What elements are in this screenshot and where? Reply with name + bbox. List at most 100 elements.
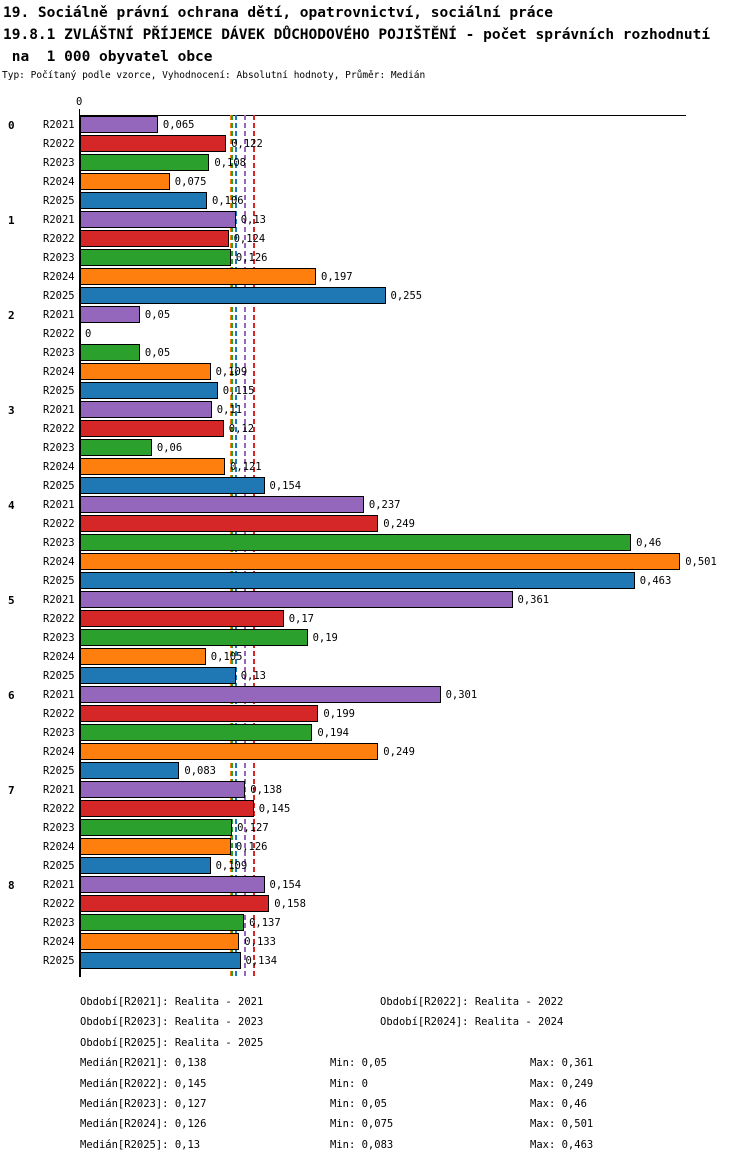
stat-min: Min: 0 [330, 1077, 368, 1090]
legend-item: Období[R2023]: Realita - 2023 [80, 1016, 264, 1029]
bar-value-label: 0,13 [240, 214, 266, 226]
bar [80, 667, 236, 684]
series-row-label: R2022 [43, 328, 75, 340]
bar-value-label: 0,501 [685, 556, 717, 568]
series-row-label: R2025 [43, 860, 75, 872]
report-title-line3: na 1 000 obyvatel obce [3, 49, 213, 65]
series-row-label: R2021 [43, 309, 75, 321]
stat-median: Medián[R2022]: 0,145 [80, 1077, 207, 1090]
bar [80, 572, 635, 589]
bar-value-label: 0,249 [383, 746, 415, 758]
bar-value-label: 0,122 [231, 138, 263, 150]
bar [80, 591, 513, 608]
bar [80, 420, 224, 437]
bar-value-label: 0,06 [156, 442, 183, 454]
series-row-label: R2022 [43, 233, 75, 245]
bar-value-label: 0,154 [269, 480, 302, 492]
bar-value-label: 0,127 [237, 822, 269, 834]
category-label: 4 [8, 499, 15, 512]
series-row-label: R2021 [43, 499, 75, 511]
legend-item: Období[R2025]: Realita - 2025 [80, 1036, 264, 1049]
report-title-line2: 19.8.1 ZVLÁŠTNÍ PŘÍJEMCE DÁVEK DŮCHODOVÉ… [3, 27, 711, 43]
bar-value-label: 0,126 [235, 841, 268, 853]
bar-value-label: 0,108 [214, 157, 246, 169]
report-title-line1: 19. Sociálně právní ochrana dětí, opatro… [3, 5, 553, 21]
bar-value-label: 0,463 [639, 575, 672, 587]
bar [80, 553, 681, 570]
bar [80, 439, 152, 456]
plot-top-axis-line [80, 115, 686, 116]
series-row-label: R2023 [43, 252, 75, 264]
stat-min: Min: 0,075 [330, 1118, 394, 1131]
bar-value-label: 0,05 [144, 347, 171, 359]
bar-value-label: 0,065 [162, 119, 195, 131]
series-row-label: R2023 [43, 157, 75, 169]
bar [80, 781, 246, 798]
series-row-label: R2021 [43, 404, 75, 416]
series-row-label: R2022 [43, 518, 75, 530]
bar [80, 648, 206, 665]
bar-value-label: 0,106 [212, 195, 244, 207]
bar-value-label: 0,361 [517, 594, 550, 606]
series-row-label: R2021 [43, 594, 75, 606]
bar [80, 762, 180, 779]
series-row-label: R2025 [43, 290, 75, 302]
bar [80, 211, 236, 228]
stat-min: Min: 0,05 [330, 1057, 387, 1070]
stat-max: Max: 0,249 [530, 1077, 594, 1090]
bar [80, 914, 245, 931]
bar-value-label: 0,075 [174, 176, 207, 188]
bar-value-label: 0,124 [233, 233, 266, 245]
bar-value-label: 0,154 [269, 879, 302, 891]
stat-max: Max: 0,46 [530, 1098, 587, 1110]
series-row-label: R2024 [43, 176, 75, 188]
series-row-label: R2022 [43, 898, 75, 910]
series-row-label: R2025 [43, 480, 75, 492]
series-row-label: R2025 [43, 765, 75, 777]
bar [80, 306, 140, 323]
bar [80, 287, 386, 304]
series-row-label: R2022 [43, 423, 75, 435]
series-row-label: R2024 [43, 556, 75, 568]
stat-median: Medián[R2024]: 0,126 [80, 1118, 207, 1131]
series-row-label: R2022 [43, 708, 75, 720]
bar [80, 477, 265, 494]
category-label: 8 [8, 879, 15, 892]
bar [80, 629, 308, 646]
bar [80, 800, 254, 817]
bar-value-label: 0,17 [288, 613, 314, 625]
bar [80, 135, 227, 152]
bar [80, 192, 207, 209]
bar-value-label: 0,121 [230, 461, 262, 473]
bar [80, 515, 379, 532]
series-row-label: R2021 [43, 214, 75, 226]
x-axis-zero-tick [79, 109, 80, 115]
bar-value-label: 0,19 [312, 632, 338, 644]
bar-value-label: 0,109 [215, 366, 248, 378]
bar-value-label: 0,13 [240, 670, 266, 682]
bar [80, 496, 364, 513]
bar-value-label: 0,46 [636, 537, 662, 549]
legend-item: Období[R2021]: Realita - 2021 [80, 996, 264, 1008]
series-row-label: R2021 [43, 879, 75, 891]
series-row-label: R2024 [43, 936, 75, 948]
bar [80, 686, 441, 703]
bar-value-label: 0,12 [228, 423, 255, 435]
bar [80, 857, 211, 874]
bar [80, 344, 140, 361]
series-row-label: R2023 [43, 822, 75, 834]
series-row-label: R2023 [43, 442, 75, 454]
bar-value-label: 0,05 [144, 309, 171, 321]
bar [80, 116, 158, 133]
bar [80, 230, 229, 247]
category-label: 3 [8, 404, 15, 417]
x-axis-zero-tick-label: 0 [76, 96, 83, 108]
bar-value-label: 0,11 [216, 404, 243, 416]
bar-value-label: 0,105 [210, 651, 243, 663]
bar [80, 458, 225, 475]
series-row-label: R2023 [43, 347, 75, 359]
bar [80, 382, 218, 399]
bar-value-label: 0,249 [383, 518, 415, 530]
bar [80, 268, 316, 285]
bar-value-label: 0,301 [445, 689, 478, 701]
